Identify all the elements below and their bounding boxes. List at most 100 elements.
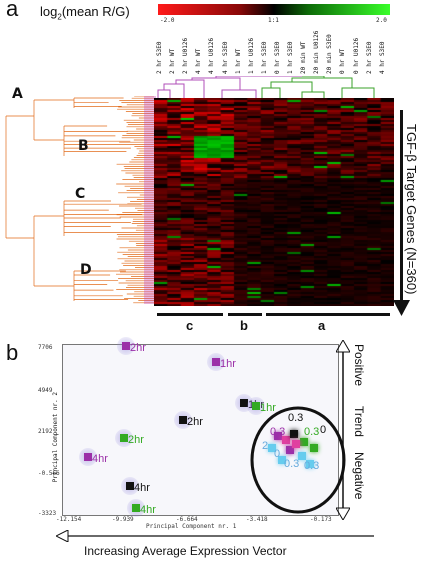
column-label: 2 hr S3E0 bbox=[365, 41, 373, 74]
column-label: 4 hr U0126 bbox=[208, 37, 216, 74]
pca-point-label: 1hr bbox=[260, 402, 276, 414]
pca-point-label: 1hr bbox=[220, 358, 236, 370]
column-dendrogram bbox=[157, 76, 375, 98]
group-label-c: c bbox=[186, 318, 194, 333]
pca-point bbox=[127, 499, 145, 517]
cluster-point-label: 0 bbox=[320, 424, 327, 436]
scale-tick-mid: 1:1 bbox=[268, 17, 279, 24]
x-tick-3: -3.418 bbox=[246, 516, 268, 523]
column-label: 1 hr S3E0 bbox=[260, 41, 268, 74]
pca-point-label: 2hr bbox=[128, 434, 144, 446]
cluster-point-label: 0.3 bbox=[270, 426, 286, 438]
y-tick-4: -3323 bbox=[38, 510, 57, 517]
column-label: 0 hr U0126 bbox=[352, 37, 360, 74]
trend-negative-label: Negative bbox=[352, 452, 366, 500]
cluster-point-label: 0.3 bbox=[304, 460, 320, 472]
y-tick-0: 7706 bbox=[38, 344, 53, 351]
pca-point-label: 4hr bbox=[92, 453, 108, 465]
group-label-a: a bbox=[318, 318, 326, 333]
panel-b-letter: b bbox=[6, 340, 19, 365]
column-label: 20 min U0126 bbox=[313, 30, 321, 74]
column-label: 20 min S3E0 bbox=[326, 34, 334, 74]
cluster-circle bbox=[250, 406, 346, 514]
row-dendrogram bbox=[5, 96, 156, 304]
pca-point bbox=[121, 477, 139, 495]
column-label: 20 min WT bbox=[300, 41, 308, 74]
pca-point bbox=[117, 337, 135, 355]
pca-point bbox=[207, 353, 225, 371]
cluster-point-label: 2 bbox=[262, 440, 269, 452]
group-bar-b bbox=[228, 313, 262, 316]
y-tick-2: 2192 bbox=[38, 428, 53, 435]
dendrogram-branches bbox=[5, 96, 154, 304]
expression-vector-label: Increasing Average Expression Vector bbox=[84, 544, 287, 558]
color-scale-bar bbox=[158, 4, 390, 15]
cluster-dot bbox=[274, 432, 282, 440]
dendrogram-leaves bbox=[144, 96, 156, 304]
column-label: 2 hr S3E0 bbox=[156, 41, 163, 74]
column-label: 4 hr S3E0 bbox=[221, 41, 229, 74]
cluster-point-label: 0.3 bbox=[284, 458, 300, 470]
group-bar-c bbox=[157, 313, 223, 316]
cluster-dot bbox=[298, 452, 306, 460]
cluster-dot bbox=[278, 456, 286, 464]
pca-point bbox=[174, 411, 192, 429]
cluster-dot bbox=[292, 440, 300, 448]
cluster-point-label: 0.3 bbox=[304, 426, 320, 438]
column-label: 4 hr S3E0 bbox=[378, 41, 386, 74]
trend-positive-label: Positive bbox=[352, 344, 366, 387]
color-scale-title: log2(mean R/G) bbox=[40, 4, 130, 22]
genes-axis-label: TGF-β Target Genes (N=360) bbox=[404, 124, 419, 295]
cluster-dot bbox=[306, 460, 314, 468]
cluster-point-label: 0 bbox=[274, 448, 281, 460]
y-tick-1: 4949 bbox=[38, 387, 53, 394]
expression-vector-arrow bbox=[56, 530, 374, 542]
column-label: 1 hr U0126 bbox=[247, 37, 255, 74]
cluster-label-d: D bbox=[80, 262, 92, 278]
cluster-dot bbox=[286, 446, 294, 454]
cluster-label-a: A bbox=[12, 86, 23, 102]
x-axis-label: Principal Component nr. 1 bbox=[146, 523, 237, 530]
scale-title-sub: 2 bbox=[57, 12, 62, 22]
trend-label: Trend bbox=[352, 406, 366, 437]
column-label: 2 hr U0126 bbox=[182, 37, 190, 74]
cluster-dot bbox=[268, 444, 276, 452]
expression-heatmap bbox=[154, 98, 394, 306]
genes-arrow-head bbox=[393, 300, 410, 316]
scale-tick-low: -2.0 bbox=[160, 17, 175, 24]
scale-title-prefix: log bbox=[40, 4, 58, 19]
x-tick-4: -0.173 bbox=[310, 516, 332, 523]
pca-point-label: 2hr bbox=[130, 342, 146, 354]
column-label: 1 hr S3E0 bbox=[287, 41, 294, 74]
cluster-dot bbox=[300, 438, 308, 446]
pca-point-label: 4hr bbox=[140, 504, 156, 516]
trend-arrow bbox=[336, 340, 350, 520]
column-label: 4 hr WT bbox=[195, 48, 203, 74]
x-tick-0: -12.154 bbox=[56, 516, 82, 523]
pca-point-label: 2hr bbox=[187, 416, 203, 428]
column-label: 2 hr WT bbox=[169, 48, 177, 74]
cluster-label-b: B bbox=[78, 138, 89, 154]
group-bar-a bbox=[266, 313, 390, 316]
pca-point bbox=[247, 397, 265, 415]
pca-point bbox=[79, 448, 97, 466]
genes-arrow-shaft bbox=[400, 110, 403, 306]
group-label-b: b bbox=[240, 318, 248, 333]
column-label: 0 hr WT bbox=[339, 48, 347, 74]
y-axis-label: Principal Component nr. 2 bbox=[52, 392, 59, 483]
cluster-point-label: 0.3 bbox=[288, 412, 304, 424]
pca-point-label: 4hr bbox=[134, 482, 150, 494]
scale-title-suffix: (mean R/G) bbox=[61, 4, 130, 19]
y-tick-3: -0.566 bbox=[38, 470, 60, 477]
column-label: 1 hr WT bbox=[234, 48, 242, 74]
pca-point bbox=[115, 429, 133, 447]
panel-a-letter: a bbox=[6, 0, 19, 21]
cluster-dot bbox=[310, 444, 318, 452]
cluster-dot bbox=[290, 430, 298, 438]
x-tick-2: -6.664 bbox=[176, 516, 198, 523]
cluster-dot bbox=[282, 436, 290, 444]
x-tick-1: -9.939 bbox=[112, 516, 134, 523]
scale-tick-high: 2.0 bbox=[376, 17, 387, 24]
column-label: 0 hr S3E0 bbox=[273, 41, 281, 74]
cluster-label-c: C bbox=[75, 186, 86, 202]
